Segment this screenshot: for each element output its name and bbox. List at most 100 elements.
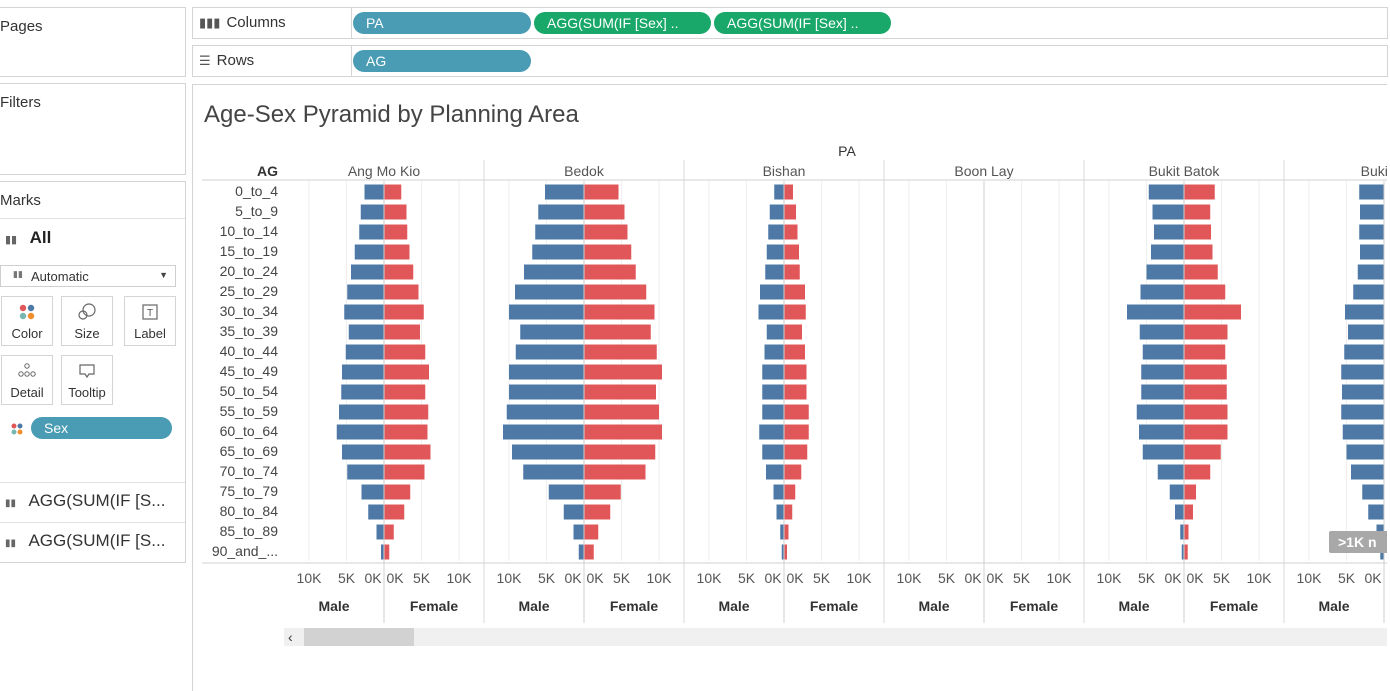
male-bar-1-13 (512, 444, 584, 460)
scrollbar-track[interactable] (284, 628, 1387, 646)
female-bar-4-14 (1184, 464, 1211, 480)
male-bar-1-7 (520, 324, 584, 340)
sex-pill[interactable]: Sex (31, 417, 172, 439)
rows-shelf-label: ☰ Rows (199, 52, 255, 69)
male-bar-5-13 (1346, 444, 1384, 460)
male-bar-5-14 (1351, 464, 1384, 480)
row-label-6: 30_to_34 (220, 303, 279, 319)
row-label-11: 55_to_59 (220, 403, 279, 419)
male-bar-0-11 (339, 404, 384, 420)
male-bar-0-18 (381, 544, 384, 560)
mark-type-value: Automatic (31, 269, 89, 284)
male-bar-2-14 (766, 464, 784, 480)
female-bar-1-8 (584, 344, 657, 360)
male-bar-5-12 (1342, 424, 1384, 440)
male-bar-0-7 (348, 324, 384, 340)
shelf-divider (351, 8, 352, 38)
male-bar-0-6 (344, 304, 384, 320)
female-bar-0-0 (384, 184, 402, 200)
male-bar-0-14 (347, 464, 384, 480)
chevron-down-icon[interactable]: ▼ (159, 270, 168, 280)
male-bar-0-10 (341, 384, 384, 400)
male-bar-5-11 (1341, 404, 1384, 420)
filters-panel[interactable]: Filters (0, 83, 186, 175)
female-bar-4-10 (1184, 384, 1227, 400)
mark-type-dropdown[interactable]: ▮▮ Automatic ▼ (0, 265, 176, 287)
female-bar-0-15 (384, 484, 411, 500)
female-bar-0-14 (384, 464, 425, 480)
female-label-2: Female (810, 598, 858, 614)
male-bar-2-11 (762, 404, 784, 420)
size-button-label: Size (74, 326, 100, 341)
panel-name-4: Bukit Batok (1149, 163, 1221, 179)
female-tick-3-0: 0K (986, 570, 1004, 586)
male-bar-1-9 (509, 364, 584, 380)
agg-item-1[interactable]: ▮▮ AGG(SUM(IF [S... (5, 491, 183, 511)
female-bar-4-8 (1184, 344, 1226, 360)
female-bar-0-3 (384, 244, 410, 260)
chevron-left-icon[interactable]: ‹ (288, 629, 293, 645)
female-bar-2-13 (784, 444, 808, 460)
detail-button[interactable]: Detail (1, 355, 53, 405)
female-bar-2-3 (784, 244, 799, 260)
columns-shelf-label: ▮▮▮ Columns (199, 14, 286, 31)
columns-icon: ▮▮▮ (199, 15, 221, 30)
chart-title: Age-Sex Pyramid by Planning Area (204, 101, 580, 128)
overflow-badge-bg (1329, 531, 1387, 553)
male-bar-4-0 (1148, 184, 1184, 200)
columns-pill-agg-1[interactable]: AGG(SUM(IF [Sex] .. (534, 12, 711, 34)
male-tick-0-2: 0K (364, 570, 382, 586)
male-bar-2-8 (764, 344, 784, 360)
rows-shelf[interactable]: ☰ Rows AG (192, 45, 1388, 77)
male-bar-2-6 (758, 304, 784, 320)
male-bar-0-15 (361, 484, 384, 500)
row-label-1: 5_to_9 (235, 203, 278, 219)
male-bar-5-6 (1345, 304, 1384, 320)
row-label-8: 40_to_44 (220, 343, 279, 359)
horizontal-scrollbar[interactable]: ‹ (284, 628, 1387, 646)
pages-title: Pages (0, 18, 43, 35)
overflow-badge: >1K n (1338, 534, 1377, 550)
male-bar-0-16 (368, 504, 384, 520)
female-bar-1-18 (584, 544, 594, 560)
female-bar-4-0 (1184, 184, 1215, 200)
label-button[interactable]: T Label (124, 296, 176, 346)
female-bar-1-2 (584, 224, 628, 240)
row-label-13: 65_to_69 (220, 443, 279, 459)
male-bar-5-2 (1359, 224, 1384, 240)
chart-view: Age-Sex Pyramid by Planning Area PA AG 0_to… (192, 84, 1387, 691)
female-bar-0-7 (384, 324, 420, 340)
male-bar-1-4 (524, 264, 584, 280)
female-bar-1-3 (584, 244, 632, 260)
male-bar-1-10 (509, 384, 584, 400)
male-bar-5-1 (1360, 204, 1384, 220)
female-bar-0-4 (384, 264, 414, 280)
size-icon (62, 303, 112, 326)
agg-item-2[interactable]: ▮▮ AGG(SUM(IF [S... (5, 531, 183, 551)
columns-pill-pa[interactable]: PA (353, 12, 531, 34)
female-tick-5-0: 0K (1386, 570, 1387, 586)
panel-name-5: Bukit M (1361, 163, 1387, 179)
female-tick-2-2: 10K (847, 570, 873, 586)
bar-chart-icon: ▮▮ (5, 498, 17, 509)
columns-shelf[interactable]: ▮▮▮ Columns PA AGG(SUM(IF [Sex] .. AGG(SU… (192, 7, 1388, 39)
male-bar-2-7 (766, 324, 784, 340)
columns-pill-agg-2[interactable]: AGG(SUM(IF [Sex] .. (714, 12, 891, 34)
label-icon: T (125, 303, 175, 326)
female-bar-1-1 (584, 204, 625, 220)
male-bar-4-10 (1141, 384, 1184, 400)
tooltip-button[interactable]: Tooltip (61, 355, 113, 405)
male-bar-5-4 (1357, 264, 1384, 280)
color-button[interactable]: Color (1, 296, 53, 346)
female-tick-3-2: 10K (1047, 570, 1073, 586)
size-button[interactable]: Size (61, 296, 113, 346)
male-bar-1-0 (545, 184, 584, 200)
scrollbar-thumb[interactable] (304, 628, 414, 646)
row-label-12: 60_to_64 (220, 423, 279, 439)
female-bar-4-6 (1184, 304, 1241, 320)
marks-all-row[interactable]: ▮▮ All (5, 228, 51, 248)
female-bar-1-7 (584, 324, 651, 340)
male-tick-1-2: 0K (564, 570, 582, 586)
rows-pill-ag[interactable]: AG (353, 50, 531, 72)
male-tick-4-1: 5K (1138, 570, 1156, 586)
